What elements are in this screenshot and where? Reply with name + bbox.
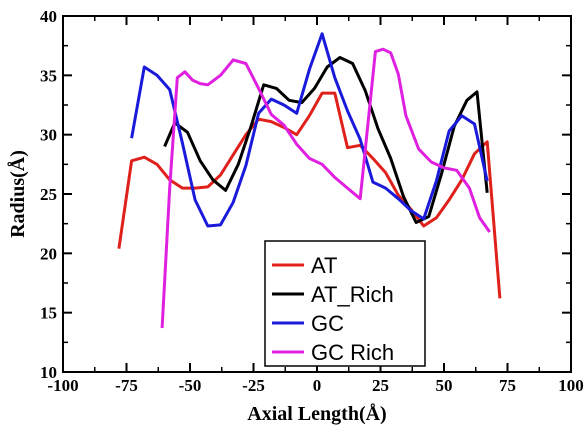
legend-box — [264, 240, 426, 367]
series-line-at — [117, 91, 502, 299]
y-axis-title: Radius(Å) — [6, 150, 29, 238]
x-tick-label: -25 — [242, 376, 265, 395]
legend: AT AT_Rich GC GC Rich — [264, 240, 426, 367]
series-line-gc-rich — [160, 47, 491, 329]
legend-label-at: AT — [311, 253, 337, 278]
y-tick-labels: 10 15 20 25 30 35 40 — [40, 7, 57, 382]
x-tick-label: 0 — [313, 376, 322, 395]
x-axis-title: Axial Length(Å) — [247, 402, 386, 425]
x-tick-labels: -100 -75 -50 -25 0 25 50 75 100 — [47, 376, 583, 395]
legend-label-gc-rich: GC Rich — [311, 340, 394, 365]
x-tick-label: 25 — [372, 376, 389, 395]
y-tick-label: 40 — [40, 7, 57, 26]
y-tick-label: 10 — [40, 363, 57, 382]
series-line-gc — [130, 32, 489, 228]
x-tick-label: 100 — [558, 376, 584, 395]
y-tick-label: 25 — [40, 185, 57, 204]
axis-ticks — [62, 15, 572, 373]
y-tick-label: 15 — [40, 304, 57, 323]
series-lines — [117, 32, 502, 329]
legend-label-at-rich: AT_Rich — [311, 282, 394, 307]
x-tick-label: -75 — [115, 376, 138, 395]
legend-label-gc: GC — [311, 311, 344, 336]
x-tick-label: 50 — [436, 376, 453, 395]
x-tick-label: 75 — [499, 376, 516, 395]
y-tick-label: 20 — [40, 244, 57, 263]
series-line-at-rich — [163, 56, 489, 224]
y-tick-label: 35 — [40, 66, 57, 85]
y-tick-label: 30 — [40, 126, 57, 145]
x-tick-label: -100 — [47, 376, 78, 395]
x-tick-label: -50 — [179, 376, 202, 395]
